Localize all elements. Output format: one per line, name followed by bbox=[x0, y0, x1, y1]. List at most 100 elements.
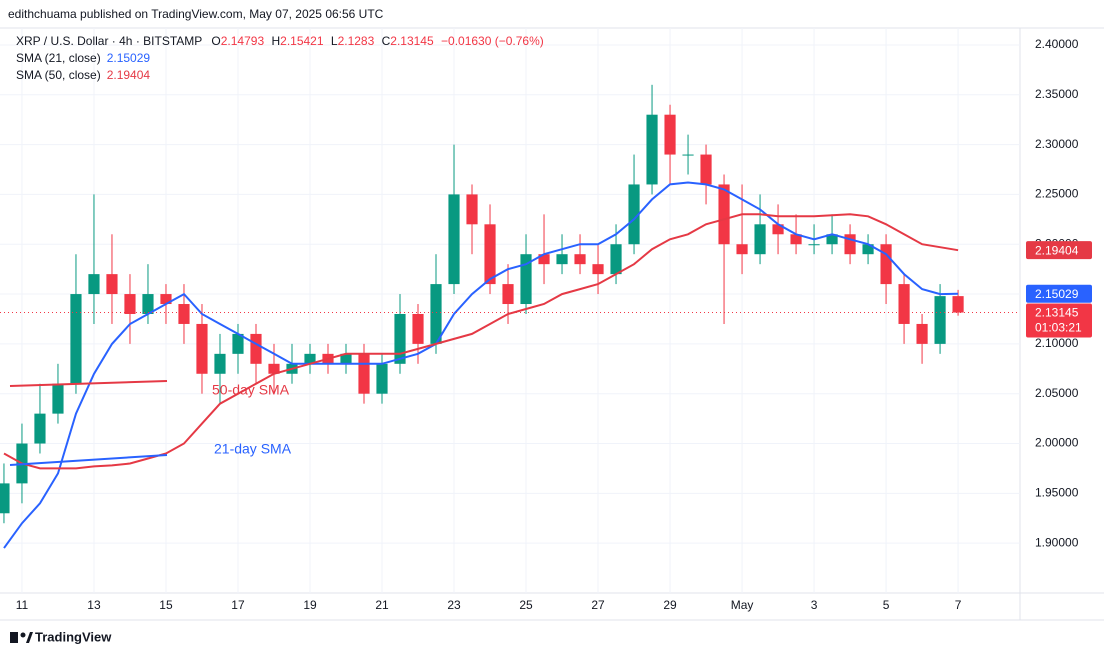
x-tick-label: 21 bbox=[375, 598, 389, 612]
candle-body bbox=[898, 284, 910, 324]
candle-body bbox=[700, 154, 712, 185]
y-tick-label: 2.05000 bbox=[1035, 386, 1079, 400]
x-tick-label: 3 bbox=[811, 598, 818, 612]
x-tick-label: 5 bbox=[883, 598, 890, 612]
candle-body bbox=[52, 383, 64, 414]
candle-body bbox=[610, 244, 622, 275]
sma-price-box bbox=[1026, 241, 1092, 260]
change: −0.01630 (−0.76%) bbox=[441, 34, 544, 48]
legend-name: SMA (21, close) bbox=[16, 51, 101, 65]
x-tick-label: May bbox=[731, 598, 754, 612]
legend-item: SMA (21, close) 2.15029 bbox=[16, 51, 150, 65]
x-tick-label: 15 bbox=[159, 598, 173, 612]
y-tick-label: 2.25000 bbox=[1035, 187, 1079, 201]
candle-body bbox=[952, 296, 964, 313]
legend-item: SMA (50, close) 2.19404 bbox=[16, 68, 150, 82]
candle-body bbox=[502, 284, 514, 305]
annotation-line bbox=[9, 380, 168, 387]
candle-body bbox=[574, 254, 586, 265]
legend-value: 2.19404 bbox=[107, 68, 151, 82]
y-tick-label: 2.40000 bbox=[1035, 37, 1079, 51]
ohlc-key: O bbox=[211, 34, 220, 48]
last-price-label: 2.13145 bbox=[1035, 306, 1079, 320]
candle-body bbox=[196, 323, 208, 374]
candle-body bbox=[70, 294, 82, 384]
legend-title: XRP / U.S. Dollar · 4h · BITSTAMP O2.147… bbox=[16, 34, 544, 48]
ohlc-key: H bbox=[271, 34, 280, 48]
sma-price-box-label: 2.19404 bbox=[1035, 243, 1079, 257]
x-tick-label: 27 bbox=[591, 598, 605, 612]
countdown: 01:03:21 bbox=[1035, 321, 1082, 335]
candle-body bbox=[448, 194, 460, 285]
x-tick-label: 17 bbox=[231, 598, 245, 612]
y-tick-label: 1.95000 bbox=[1035, 486, 1079, 500]
candle-body bbox=[916, 323, 928, 344]
candle-body bbox=[34, 413, 46, 444]
candle-body bbox=[826, 234, 838, 245]
x-tick-label: 11 bbox=[16, 598, 29, 612]
candle-body bbox=[628, 184, 640, 245]
last-price-box bbox=[1026, 303, 1092, 338]
x-tick-label: 19 bbox=[303, 598, 317, 612]
candle-body bbox=[862, 244, 874, 255]
candle-body bbox=[394, 313, 406, 364]
candle-body bbox=[790, 234, 802, 245]
annotation-line bbox=[9, 454, 168, 466]
marks bbox=[0, 84, 1020, 549]
candle-body bbox=[880, 244, 892, 285]
candle-body bbox=[772, 224, 784, 235]
ohlc-value: 2.15421 bbox=[280, 34, 324, 48]
candle-body bbox=[556, 254, 568, 265]
footer: TradingView bbox=[35, 629, 112, 644]
y-tick-label: 2.00000 bbox=[1035, 436, 1079, 450]
candle-body bbox=[844, 234, 856, 255]
candle-body bbox=[592, 264, 604, 275]
candle-body bbox=[358, 353, 370, 394]
candle-body bbox=[718, 184, 730, 245]
ohlc-key: L bbox=[331, 34, 338, 48]
candle-body bbox=[736, 244, 748, 255]
candle-body bbox=[88, 274, 100, 295]
candle-body bbox=[142, 294, 154, 314]
y-tick-label: 2.35000 bbox=[1035, 87, 1079, 101]
ohlc-value: 2.14793 bbox=[221, 34, 265, 48]
candle-body bbox=[664, 114, 676, 155]
sma-price-box-label: 2.15029 bbox=[1035, 287, 1079, 301]
x-tick-label: 29 bbox=[663, 598, 677, 612]
candle-body bbox=[412, 313, 424, 344]
sma-line bbox=[3, 181, 959, 549]
ohlc-value: 2.1283 bbox=[338, 34, 375, 48]
x-tick-label: 23 bbox=[447, 598, 461, 612]
candle-body bbox=[484, 224, 496, 285]
candle-body bbox=[538, 254, 550, 265]
x-tick-label: 7 bbox=[955, 598, 962, 612]
x-tick-label: 25 bbox=[519, 598, 533, 612]
candle-body bbox=[214, 353, 226, 374]
candle-body bbox=[808, 244, 820, 246]
candle-body bbox=[682, 154, 694, 156]
y-tick-label: 2.30000 bbox=[1035, 137, 1079, 151]
x-tick-label: 13 bbox=[87, 598, 101, 612]
logo-mark bbox=[26, 632, 33, 643]
candle-body bbox=[520, 254, 532, 305]
candle-body bbox=[178, 304, 190, 324]
ohlc-key: C bbox=[382, 34, 391, 48]
candle-body bbox=[160, 294, 172, 305]
candle-body bbox=[250, 333, 262, 364]
candle-body bbox=[124, 294, 136, 314]
logo-mark bbox=[10, 632, 18, 643]
legend-name: SMA (50, close) bbox=[16, 68, 101, 82]
candle-body bbox=[340, 353, 352, 364]
header: edithchuama published on TradingView.com… bbox=[8, 7, 384, 21]
candle-body bbox=[232, 333, 244, 354]
candle-body bbox=[106, 274, 118, 295]
candle-body bbox=[304, 353, 316, 364]
candle-body bbox=[934, 296, 946, 344]
annotation: 50-day SMA bbox=[212, 382, 290, 398]
candle-body bbox=[0, 483, 10, 514]
legend-value: 2.15029 bbox=[107, 51, 151, 65]
y-tick-label: 2.10000 bbox=[1035, 336, 1079, 350]
logo: TradingView bbox=[10, 629, 112, 644]
candle-body bbox=[430, 284, 442, 344]
